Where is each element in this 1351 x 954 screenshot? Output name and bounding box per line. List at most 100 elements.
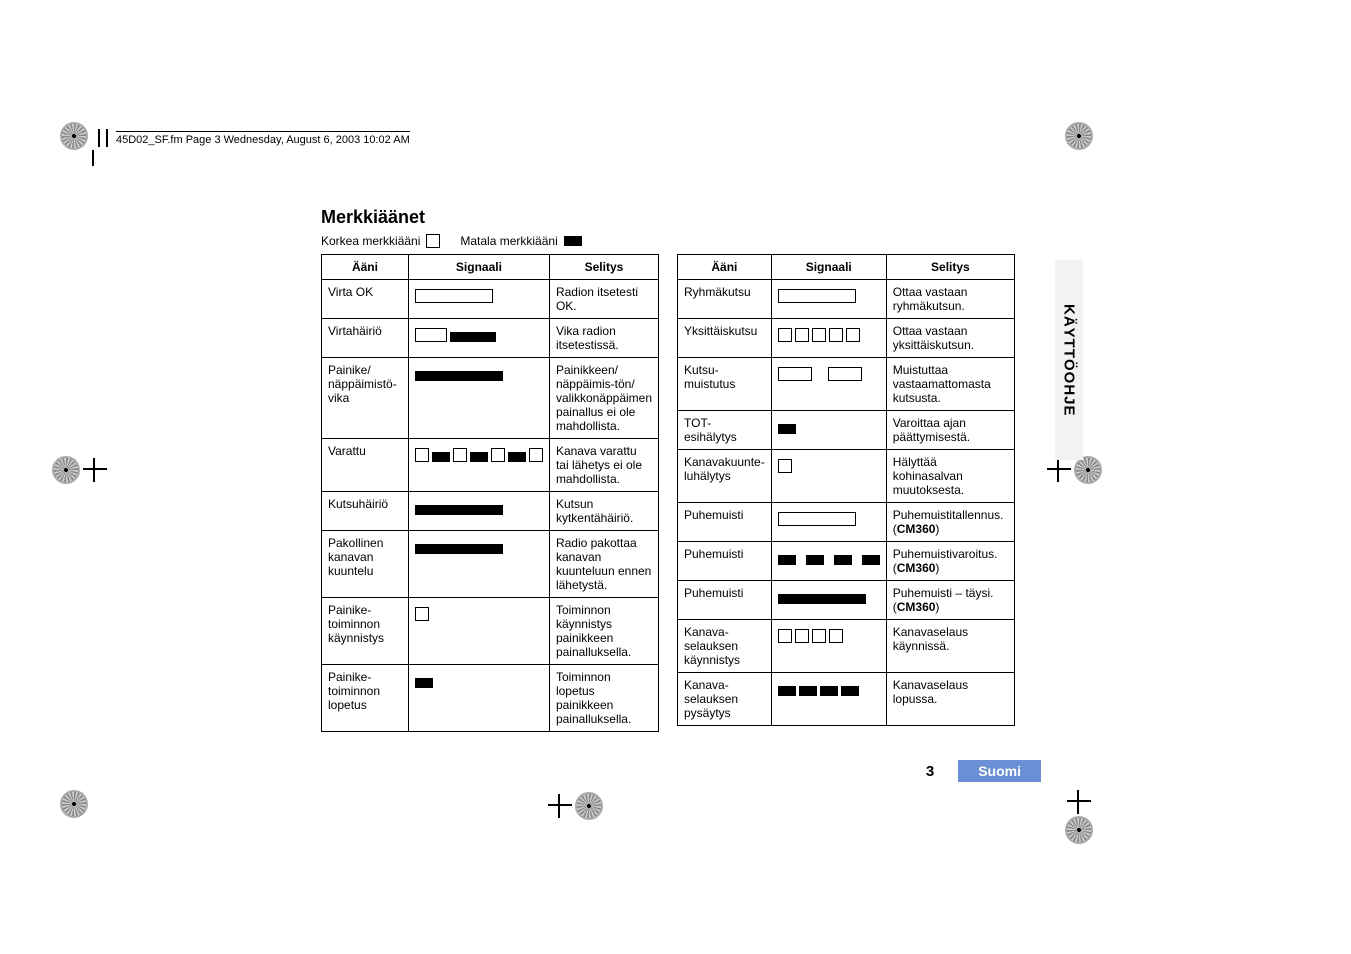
tone-name: Painike/ näppäimistö- vika	[322, 358, 409, 439]
table-row: Virtahäiriö Vika radion itsetestissä.	[322, 319, 659, 358]
tone-desc: Vika radion itsetestissä.	[549, 319, 658, 358]
tone-signal	[408, 439, 549, 492]
tone-desc: Radio pakottaa kanavan kuunteluun ennen …	[549, 531, 658, 598]
tone-signal	[408, 531, 549, 598]
legend-low-pip	[564, 236, 582, 246]
tone-signal	[408, 319, 549, 358]
print-reg-cross	[548, 794, 572, 818]
print-reg-circle	[575, 792, 603, 820]
print-reg-cross	[1067, 790, 1091, 814]
tone-name: Painike- toiminnon lopetus	[322, 665, 409, 732]
table-row: Pakollinen kanavan kuuntelu Radio pakotta…	[322, 531, 659, 598]
tone-legend: Korkea merkkiääni Matala merkkiääni	[321, 234, 1041, 248]
table-row: Kanava- selauksen käynnistysKanavaselaus…	[678, 620, 1015, 673]
print-reg-circle	[60, 122, 88, 150]
tone-signal	[771, 411, 886, 450]
print-reg-cross	[1047, 458, 1071, 482]
tone-desc: Kanavaselaus lopussa.	[886, 673, 1014, 726]
tone-name: Kanava- selauksen pysäytys	[678, 673, 772, 726]
tone-name: TOT- esihälytys	[678, 411, 772, 450]
tone-signal	[408, 280, 549, 319]
side-tab-label: KÄYTTÖOHJE	[1061, 304, 1078, 417]
tone-desc: Ottaa vastaan ryhmäkutsun.	[886, 280, 1014, 319]
tone-desc: Radion itsetesti OK.	[549, 280, 658, 319]
print-reg-circle	[52, 456, 80, 484]
tone-name: Puhemuisti	[678, 581, 772, 620]
table-row: Virta OK Radion itsetesti OK.	[322, 280, 659, 319]
table-row: Kutsuhäiriö Kutsun kytkentähäiriö.	[322, 492, 659, 531]
tone-signal	[771, 581, 886, 620]
tone-name: Painike- toiminnon käynnistys	[322, 598, 409, 665]
print-reg-cross	[83, 458, 107, 482]
tone-signal	[771, 503, 886, 542]
table-row: Painike- toiminnon lopetus Toiminnon lope…	[322, 665, 659, 732]
table-row: TOT- esihälytys Varoittaa ajan päättymise…	[678, 411, 1015, 450]
table-row: Puhemuisti Puhemuisti – täysi. (CM360)	[678, 581, 1015, 620]
table-row: PuhemuistiPuhemuistivaroitus. (CM360)	[678, 542, 1015, 581]
page-body: Merkkiäänet Korkea merkkiääni Matala mer…	[321, 207, 1041, 732]
page-footer: 3 Suomi	[321, 760, 1041, 782]
tone-desc: Kanavaselaus käynnissä.	[886, 620, 1014, 673]
tone-desc: Varoittaa ajan päättymisestä.	[886, 411, 1014, 450]
tone-name: Puhemuisti	[678, 503, 772, 542]
print-reg-circle	[1065, 816, 1093, 844]
table-row: Kutsu- muistutus Muistuttaa vastaamattoma…	[678, 358, 1015, 411]
tone-signal	[408, 358, 549, 439]
print-reg-circle	[1074, 456, 1102, 484]
legend-high-pip	[426, 234, 440, 248]
col-signal: Signaali	[408, 255, 549, 280]
table-row: Ryhmäkutsu Ottaa vastaan ryhmäkutsun.	[678, 280, 1015, 319]
tone-desc: Ottaa vastaan yksittäiskutsun.	[886, 319, 1014, 358]
tone-desc: Muistuttaa vastaamattomasta kutsusta.	[886, 358, 1014, 411]
col-desc: Selitys	[549, 255, 658, 280]
tone-name: Yksittäiskutsu	[678, 319, 772, 358]
legend-high-label: Korkea merkkiääni	[321, 234, 420, 248]
table-row: Yksittäiskutsu Ottaa vastaan yksittäiskut…	[678, 319, 1015, 358]
tone-signal	[771, 319, 886, 358]
col-signal: Signaali	[771, 255, 886, 280]
col-sound: Ääni	[322, 255, 409, 280]
tone-signal	[408, 492, 549, 531]
tone-desc: Kutsun kytkentähäiriö.	[549, 492, 658, 531]
legend-low-label: Matala merkkiääni	[460, 234, 557, 248]
col-sound: Ääni	[678, 255, 772, 280]
tone-signal	[408, 665, 549, 732]
table-row: Painike- toiminnon käynnistys Toiminnon k…	[322, 598, 659, 665]
tone-signal	[771, 542, 886, 581]
side-tab: KÄYTTÖOHJE	[1055, 260, 1083, 460]
tone-name: Kutsuhäiriö	[322, 492, 409, 531]
col-desc: Selitys	[886, 255, 1014, 280]
tones-table-left: Ääni Signaali Selitys Virta OK Radion its…	[321, 254, 659, 732]
corner-rule	[92, 150, 94, 166]
table-row: Kanava- selauksen pysäytys Kanavaselaus l…	[678, 673, 1015, 726]
tone-name: Puhemuisti	[678, 542, 772, 581]
print-reg-circle	[1065, 122, 1093, 150]
tone-name: Kutsu- muistutus	[678, 358, 772, 411]
table-row: Puhemuisti Puhemuistitallennus. (CM360)	[678, 503, 1015, 542]
tone-signal	[771, 450, 886, 503]
tone-name: Virtahäiriö	[322, 319, 409, 358]
tone-desc: Toiminnon lopetus painikkeen painallukse…	[549, 665, 658, 732]
tone-signal	[771, 358, 886, 411]
tone-name: Kanavakuunte-luhälytys	[678, 450, 772, 503]
tones-table-right: Ääni Signaali Selitys Ryhmäkutsu Ottaa va…	[677, 254, 1015, 726]
tone-name: Varattu	[322, 439, 409, 492]
table-row: Painike/ näppäimistö- vika Painikkeen/ nä…	[322, 358, 659, 439]
tone-name: Ryhmäkutsu	[678, 280, 772, 319]
tone-signal	[408, 598, 549, 665]
print-reg-circle	[60, 790, 88, 818]
tone-desc: Painikkeen/ näppäimis-tön/ valikkonäppäi…	[549, 358, 658, 439]
page-number: 3	[926, 763, 934, 780]
print-file-stub: 45D02_SF.fm Page 3 Wednesday, August 6, …	[116, 131, 410, 146]
tone-name: Virta OK	[322, 280, 409, 319]
table-row: Kanavakuunte-luhälytysHälyttää kohinasal…	[678, 450, 1015, 503]
print-fold-mark	[98, 129, 108, 147]
tone-signal	[771, 673, 886, 726]
tone-signal	[771, 280, 886, 319]
section-heading: Merkkiäänet	[321, 207, 1041, 228]
tone-desc: Toiminnon käynnistys painikkeen painallu…	[549, 598, 658, 665]
tone-desc: Puhemuistitallennus. (CM360)	[886, 503, 1014, 542]
tone-desc: Kanava varattu tai lähetys ei ole mahdol…	[549, 439, 658, 492]
tone-name: Pakollinen kanavan kuuntelu	[322, 531, 409, 598]
tone-desc: Puhemuisti – täysi. (CM360)	[886, 581, 1014, 620]
